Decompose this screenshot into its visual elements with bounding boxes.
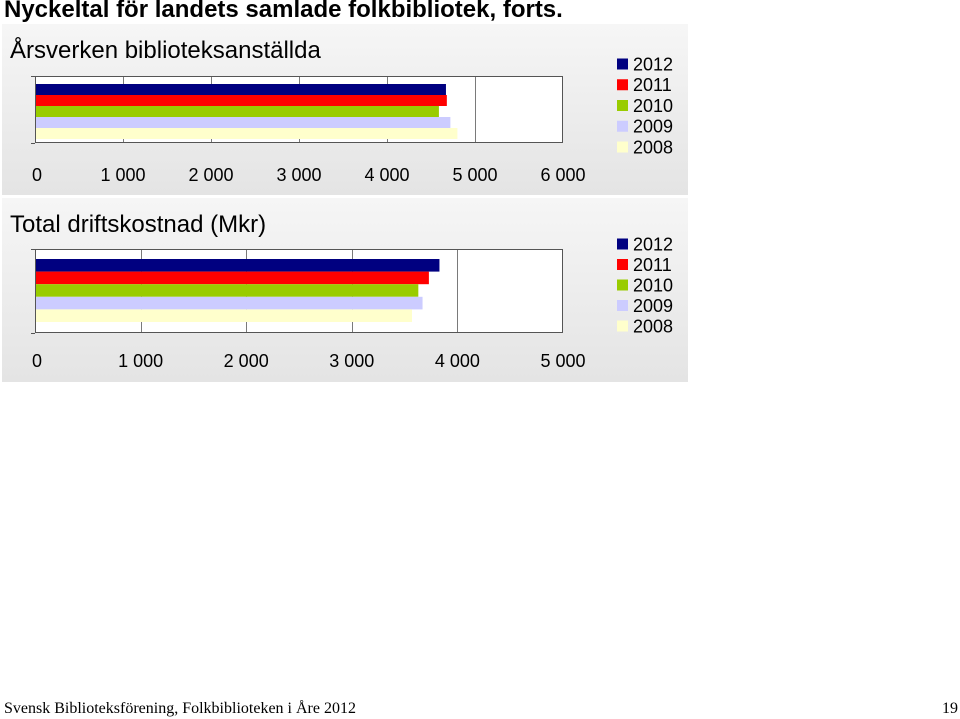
chart-2-bar-2008 xyxy=(35,309,412,322)
chart-1-legend-swatch-2009 xyxy=(617,120,628,132)
chart-2-x-tick-label: 3 000 xyxy=(329,351,374,371)
chart-2-legend-swatch-2012 xyxy=(617,238,628,250)
chart-1-x-tick-label: 2 000 xyxy=(188,165,233,185)
chart-2-bar-2010 xyxy=(35,284,419,297)
chart-1-bar-2009 xyxy=(35,117,451,128)
chart-1-bar-2010 xyxy=(35,106,439,117)
chart-2-legend-swatch-2010 xyxy=(617,279,628,291)
chart-2-legend-label-2011: 2011 xyxy=(633,255,672,275)
chart-1-plot-frame xyxy=(35,76,563,143)
chart-1-x-tick-label: 3 000 xyxy=(276,165,321,185)
chart-2-x-tick-label: 1 000 xyxy=(118,351,163,371)
chart-2-legend-swatch-2008 xyxy=(617,320,628,332)
chart-1-legend-label-2010: 2010 xyxy=(633,96,673,116)
chart-2-legend-swatch-2011 xyxy=(617,259,628,270)
chart-1-legend-label-2011: 2011 xyxy=(633,75,672,95)
chart-1-x-tick-label: 4 000 xyxy=(364,165,409,185)
chart-2-x-tick-label: 4 000 xyxy=(435,351,480,371)
chart-2-plot-frame xyxy=(35,249,563,333)
chart-2-x-tick-label: 5 000 xyxy=(540,351,585,371)
chart-1-x-tick-label: 0 xyxy=(32,165,42,185)
chart-1-bar-2011 xyxy=(35,95,447,106)
chart-1-x-tick-label: 1 000 xyxy=(100,165,145,185)
chart-2-legend-label-2008: 2008 xyxy=(633,316,673,336)
chart-2-bar-2009 xyxy=(35,296,423,310)
chart-2-legend-label-2012: 2012 xyxy=(633,234,673,254)
chart-2-title: Total driftskostnad (Mkr) xyxy=(10,211,267,238)
footer-text: Svensk Biblioteksförening, Folkbibliotek… xyxy=(4,700,356,717)
chart-2-legend-label-2010: 2010 xyxy=(633,275,673,295)
chart-panel-staff-years: Årsverken biblioteksanställda 0 1 000 2 00… xyxy=(2,24,688,195)
chart-2-x-tick-label: 2 000 xyxy=(224,351,269,371)
chart-panel-operating-cost: Total driftskostnad (Mkr) 0 1 000 2 000 3 0… xyxy=(2,198,688,382)
chart-2-x-tick-label: 0 xyxy=(32,351,42,371)
chart-1-legend-swatch-2011 xyxy=(617,79,628,91)
chart-1-legend-label-2009: 2009 xyxy=(633,117,673,137)
chart-1-legend-swatch-2008 xyxy=(617,141,628,153)
chart-1-x-tick-label: 6 000 xyxy=(540,165,585,185)
chart-2-bar-2011 xyxy=(35,271,429,285)
chart-1-bar-2012 xyxy=(35,84,446,95)
chart-1-legend-label-2012: 2012 xyxy=(633,54,673,74)
chart-1-legend-swatch-2012 xyxy=(617,58,628,70)
chart-1-x-tick-label: 5 000 xyxy=(452,165,497,185)
page-number: 19 xyxy=(942,700,958,717)
chart-1-legend-label-2008: 2008 xyxy=(633,137,673,157)
chart-2-bar-2012 xyxy=(35,259,440,272)
chart-1-legend-swatch-2010 xyxy=(617,100,628,111)
chart-2-legend-swatch-2009 xyxy=(617,300,628,311)
chart-1-title: Årsverken biblioteksanställda xyxy=(10,37,321,64)
page-title: Nyckeltal för landets samlade folkbiblio… xyxy=(4,0,563,23)
chart-1-bar-2008 xyxy=(35,128,458,139)
chart-2-legend-label-2009: 2009 xyxy=(633,296,673,316)
